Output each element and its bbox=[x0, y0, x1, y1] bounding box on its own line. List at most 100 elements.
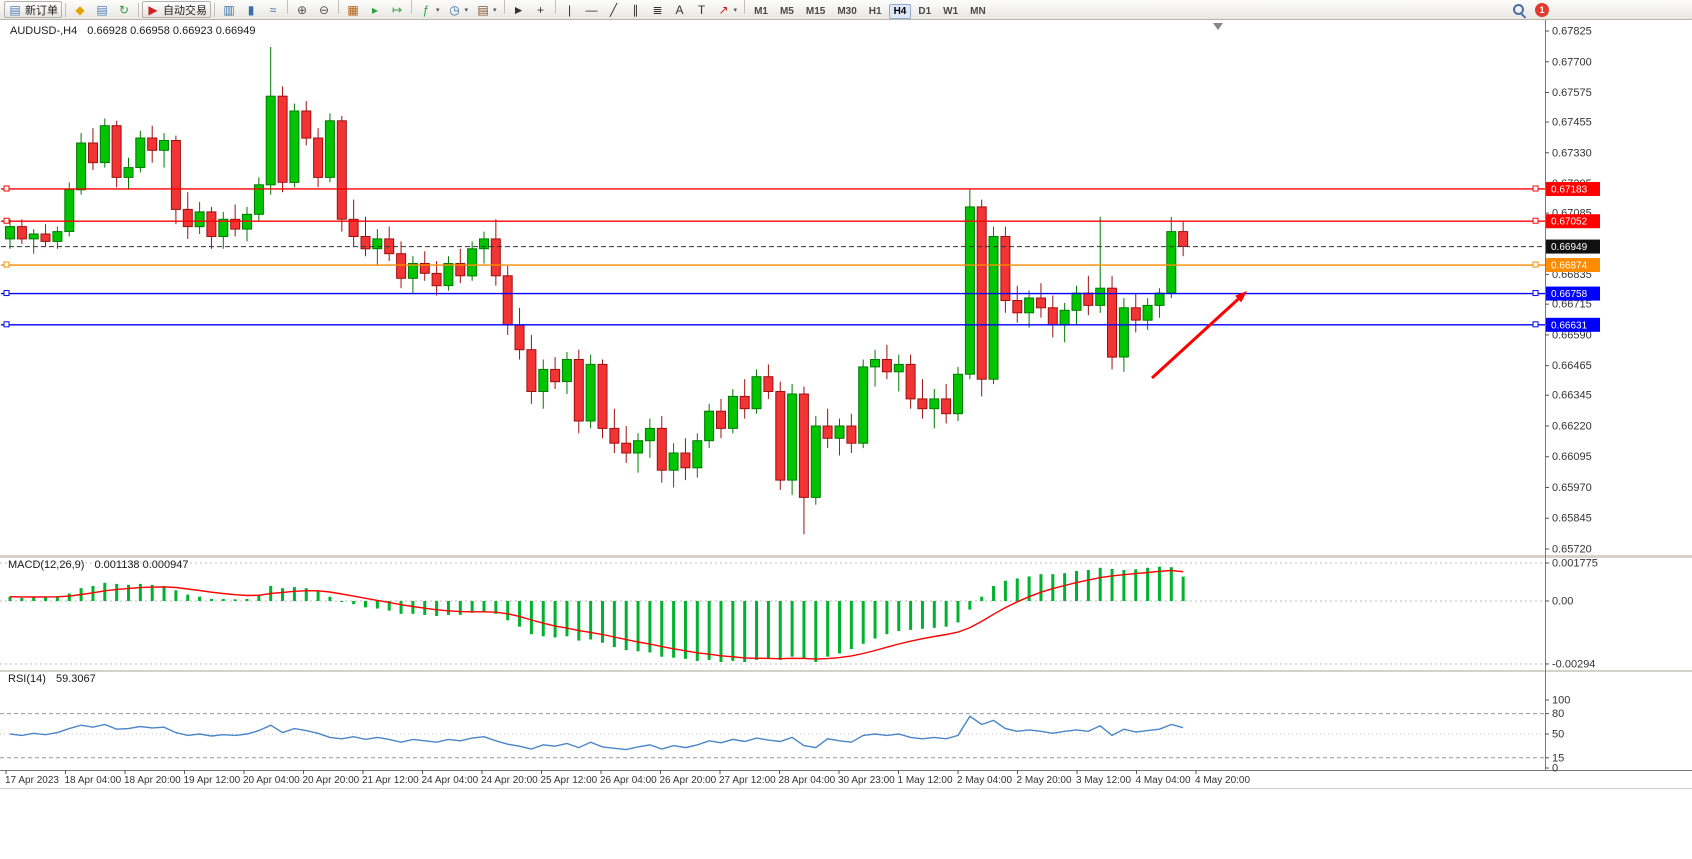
svg-text:0.66590: 0.66590 bbox=[1552, 329, 1592, 341]
svg-text:25 Apr 12:00: 25 Apr 12:00 bbox=[541, 775, 598, 786]
autotrading-button[interactable]: ▶ 自动交易 bbox=[142, 1, 211, 18]
svg-text:0.66758: 0.66758 bbox=[1551, 289, 1588, 300]
bar-chart-mode-button[interactable]: ▥ bbox=[218, 2, 240, 19]
arrows-icon: ↗ bbox=[718, 3, 729, 17]
svg-text:0.66345: 0.66345 bbox=[1552, 390, 1592, 402]
trend-arrow[interactable] bbox=[1150, 291, 1247, 380]
toolbar-separator bbox=[338, 0, 339, 14]
tile-windows-button[interactable]: ▦ bbox=[342, 2, 364, 19]
data-window-icon: ▤ bbox=[96, 2, 108, 17]
price-tag bbox=[1546, 258, 1600, 273]
channel-button[interactable]: ∥ bbox=[625, 2, 647, 19]
timeframe-m30[interactable]: M30 bbox=[832, 4, 861, 19]
svg-text:0.66465: 0.66465 bbox=[1552, 360, 1592, 372]
new-order-button[interactable]: ▤ 新订单 bbox=[4, 1, 62, 18]
crosshair-button[interactable]: + bbox=[530, 2, 552, 19]
horizontal-line-button[interactable]: — bbox=[581, 2, 603, 19]
timeframe-m15[interactable]: M15 bbox=[801, 4, 830, 19]
panel-divider[interactable] bbox=[0, 670, 1692, 672]
autotrading-label: 自动交易 bbox=[163, 4, 207, 17]
notification-badge[interactable]: 1 bbox=[1535, 3, 1549, 17]
hline-support-0.66758[interactable]: 0.66758 bbox=[1, 286, 1600, 301]
svg-text:-0.00294: -0.00294 bbox=[1552, 658, 1595, 670]
timeframe-m5[interactable]: M5 bbox=[775, 4, 799, 19]
fibonacci-icon: ≣ bbox=[652, 3, 663, 17]
svg-text:20 Apr 04:00: 20 Apr 04:00 bbox=[243, 775, 300, 786]
dropdown-caret-icon: ▾ bbox=[733, 7, 738, 14]
svg-text:19 Apr 12:00: 19 Apr 12:00 bbox=[184, 775, 241, 786]
timeframe-d1[interactable]: D1 bbox=[913, 4, 936, 19]
macd-signal-line bbox=[9, 569, 1184, 660]
label-icon: T bbox=[697, 3, 706, 17]
navigator-button[interactable]: ↻ bbox=[113, 1, 135, 18]
chart-canvas[interactable]: 0.678250.677000.675750.674550.673300.672… bbox=[0, 20, 1692, 854]
toolbar-separator bbox=[554, 0, 556, 14]
hline-resistance-0.67183[interactable]: 0.67183 bbox=[1, 181, 1600, 196]
svg-text:0: 0 bbox=[1552, 763, 1558, 775]
timeframe-m1[interactable]: M1 bbox=[749, 4, 773, 19]
new-order-label: 新订单 bbox=[25, 4, 58, 17]
market-watch-icon: ◆ bbox=[75, 2, 85, 17]
time-axis[interactable]: 17 Apr 2023 18 Apr 04:00 18 Apr 20:00 19 Ap… bbox=[5, 770, 1250, 786]
hline-support-0.66631[interactable]: 0.66631 bbox=[1, 317, 1600, 332]
arrows-button[interactable]: ↗ ▾ bbox=[713, 2, 742, 19]
zoom-in-button[interactable]: ⊕ bbox=[291, 2, 313, 19]
price-axis[interactable]: 0.678250.677000.675750.674550.673300.672… bbox=[1545, 26, 1592, 556]
bar-chart-mode-icon: ▥ bbox=[223, 3, 235, 17]
timeframe-w1[interactable]: W1 bbox=[938, 4, 963, 19]
templates-button[interactable]: ▤ ▾ bbox=[472, 2, 501, 19]
fibonacci-button[interactable]: ≣ bbox=[647, 2, 669, 19]
symbol-period: AUDUSD-,H4 bbox=[10, 25, 78, 37]
panel-divider[interactable] bbox=[0, 555, 1692, 558]
periods-button[interactable]: ◷ ▾ bbox=[444, 2, 473, 19]
vertical-line-button[interactable]: | bbox=[559, 2, 581, 19]
line-chart-mode-button[interactable]: ≈ bbox=[262, 2, 284, 19]
svg-text:0.66874: 0.66874 bbox=[1551, 261, 1588, 272]
svg-text:0.67183: 0.67183 bbox=[1551, 184, 1588, 195]
trendline-button[interactable]: ╱ bbox=[603, 2, 625, 19]
dropdown-caret-icon: ▾ bbox=[436, 7, 440, 14]
toolbar-separator bbox=[214, 2, 215, 17]
timeframe-h4[interactable]: H4 bbox=[888, 3, 912, 19]
toolbar-separator bbox=[65, 2, 66, 17]
svg-text:0.65845: 0.65845 bbox=[1552, 513, 1592, 525]
navigator-icon: ↻ bbox=[118, 2, 130, 17]
svg-text:0.001775: 0.001775 bbox=[1552, 558, 1598, 570]
chart-shift-button[interactable]: ↦ bbox=[386, 2, 408, 19]
hline-pivot-0.66874[interactable]: 0.66874 bbox=[1, 258, 1600, 273]
search-icon[interactable] bbox=[1512, 3, 1526, 17]
svg-text:17 Apr 2023: 17 Apr 2023 bbox=[5, 775, 59, 786]
svg-text:0.67330: 0.67330 bbox=[1552, 147, 1592, 159]
timeframe-mn[interactable]: MN bbox=[965, 4, 991, 19]
timeframe-h1[interactable]: H1 bbox=[864, 4, 887, 19]
rsi-value: 59.3067 bbox=[55, 673, 96, 685]
svg-text:27 Apr 12:00: 27 Apr 12:00 bbox=[719, 775, 776, 786]
svg-text:3 May 12:00: 3 May 12:00 bbox=[1076, 775, 1131, 786]
indicators-button[interactable]: ƒ ▾ bbox=[415, 2, 444, 19]
cursor-button[interactable]: ► bbox=[508, 2, 530, 19]
candlestick-mode-button[interactable]: ▮ bbox=[240, 2, 262, 19]
svg-text:0.66949: 0.66949 bbox=[1551, 242, 1588, 253]
svg-text:30 Apr 23:00: 30 Apr 23:00 bbox=[838, 775, 895, 786]
price-tag bbox=[1546, 286, 1600, 301]
svg-text:20 Apr 20:00: 20 Apr 20:00 bbox=[303, 775, 360, 786]
svg-text:0.65720: 0.65720 bbox=[1552, 543, 1592, 555]
svg-text:50: 50 bbox=[1552, 729, 1564, 741]
market-watch-button[interactable]: ◆ bbox=[69, 1, 91, 18]
data-window-button[interactable]: ▤ bbox=[91, 1, 113, 18]
svg-text:21 Apr 12:00: 21 Apr 12:00 bbox=[362, 775, 419, 786]
ohlc-values: 0.66928 0.66958 0.66923 0.66949 bbox=[87, 25, 256, 37]
svg-text:0.67052: 0.67052 bbox=[1551, 217, 1588, 228]
label-button[interactable]: T bbox=[691, 2, 713, 19]
auto-scroll-button[interactable]: ▸ bbox=[364, 2, 386, 19]
macd-values: 0.001138 0.000947 bbox=[94, 559, 189, 571]
hline-resistance-0.67052[interactable]: 0.67052 bbox=[1, 214, 1600, 229]
price-tag bbox=[1546, 317, 1600, 332]
toolbar-separator bbox=[744, 0, 746, 14]
svg-text:0.66220: 0.66220 bbox=[1552, 420, 1592, 432]
svg-text:0.66095: 0.66095 bbox=[1552, 451, 1592, 463]
rsi-title: RSI(14) bbox=[8, 673, 46, 685]
autotrading-icon: ▶ bbox=[148, 2, 158, 17]
text-button[interactable]: A bbox=[669, 2, 691, 19]
zoom-out-button[interactable]: ⊖ bbox=[313, 2, 335, 19]
